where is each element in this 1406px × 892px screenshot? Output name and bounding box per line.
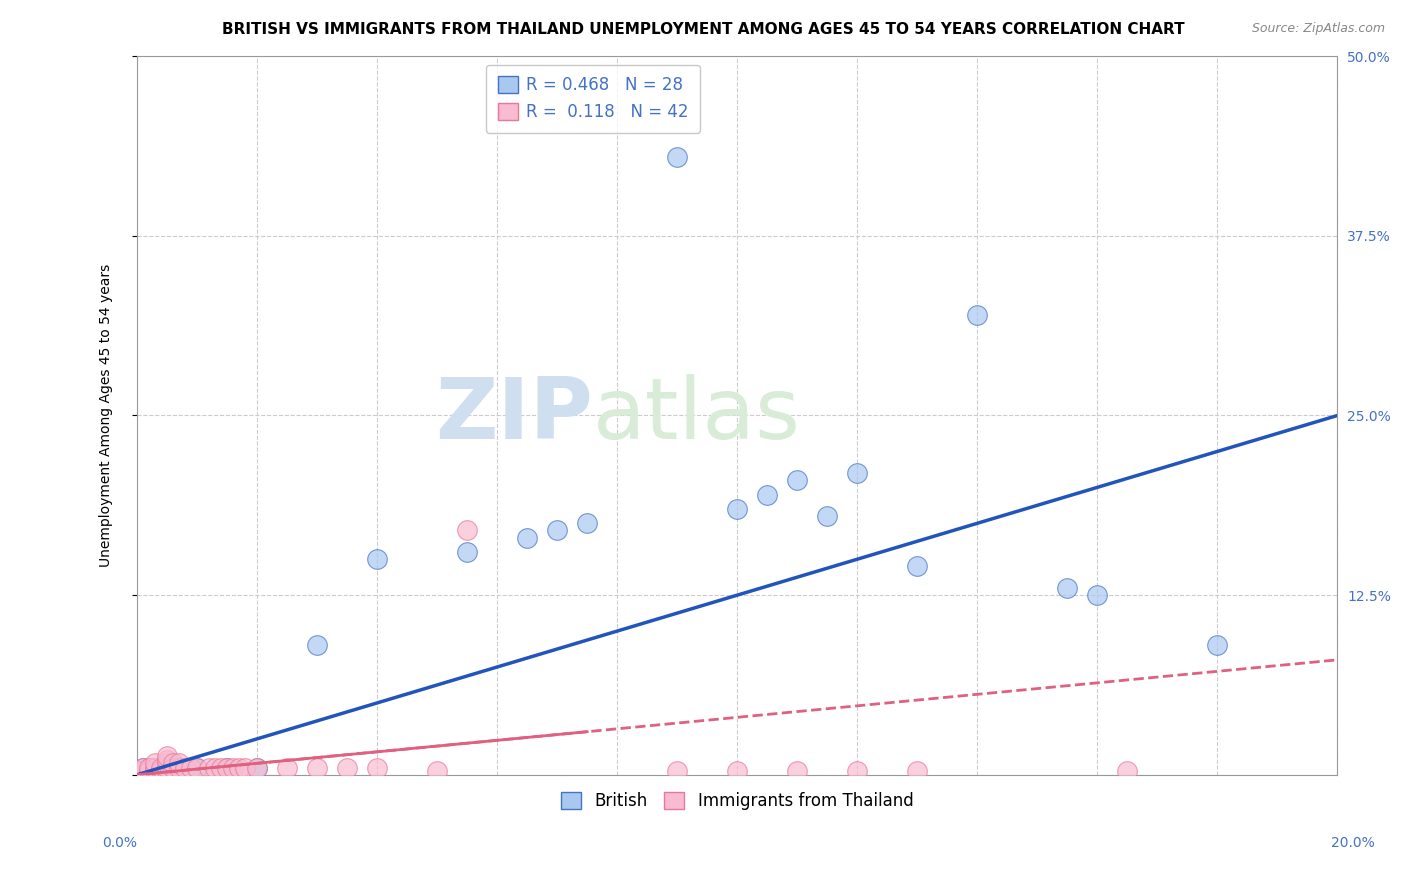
- Point: [156, 761, 179, 775]
- Point: [162, 756, 184, 771]
- Point: [167, 761, 190, 775]
- Point: [846, 764, 869, 778]
- Point: [756, 487, 779, 501]
- Point: [233, 761, 256, 775]
- Point: [156, 749, 179, 764]
- Point: [149, 761, 172, 775]
- Point: [156, 756, 179, 771]
- Point: [138, 764, 160, 778]
- Point: [426, 764, 449, 778]
- Point: [149, 764, 172, 778]
- Point: [162, 761, 184, 775]
- Text: 0.0%: 0.0%: [103, 836, 136, 850]
- Point: [456, 545, 478, 559]
- Point: [905, 559, 928, 574]
- Point: [138, 761, 160, 775]
- Point: [156, 764, 179, 778]
- Point: [336, 761, 359, 775]
- Point: [143, 764, 166, 778]
- Point: [305, 761, 328, 775]
- Point: [180, 761, 202, 775]
- Point: [905, 764, 928, 778]
- Point: [576, 516, 599, 531]
- Point: [1206, 639, 1229, 653]
- Point: [246, 761, 269, 775]
- Point: [167, 756, 190, 771]
- Point: [725, 502, 748, 516]
- Point: [132, 761, 155, 775]
- Point: [215, 761, 238, 775]
- Point: [228, 761, 250, 775]
- Point: [666, 150, 689, 164]
- Point: [846, 466, 869, 480]
- Point: [1116, 764, 1139, 778]
- Point: [456, 524, 478, 538]
- Point: [125, 764, 148, 778]
- Y-axis label: Unemployment Among Ages 45 to 54 years: Unemployment Among Ages 45 to 54 years: [100, 264, 114, 567]
- Point: [209, 761, 232, 775]
- Point: [666, 764, 689, 778]
- Text: ZIP: ZIP: [436, 374, 593, 457]
- Point: [215, 761, 238, 775]
- Point: [162, 761, 184, 775]
- Point: [516, 531, 538, 545]
- Point: [366, 761, 388, 775]
- Point: [305, 639, 328, 653]
- Point: [546, 524, 568, 538]
- Text: Source: ZipAtlas.com: Source: ZipAtlas.com: [1251, 22, 1385, 36]
- Point: [276, 761, 298, 775]
- Point: [167, 761, 190, 775]
- Point: [366, 552, 388, 566]
- Point: [198, 761, 221, 775]
- Point: [222, 761, 245, 775]
- Point: [138, 761, 160, 775]
- Text: BRITISH VS IMMIGRANTS FROM THAILAND UNEMPLOYMENT AMONG AGES 45 TO 54 YEARS CORRE: BRITISH VS IMMIGRANTS FROM THAILAND UNEM…: [222, 22, 1184, 37]
- Point: [156, 754, 179, 768]
- Point: [156, 761, 179, 775]
- Legend: British, Immigrants from Thailand: British, Immigrants from Thailand: [554, 785, 920, 817]
- Point: [1056, 581, 1078, 595]
- Text: atlas: atlas: [593, 374, 801, 457]
- Point: [725, 764, 748, 778]
- Point: [174, 761, 197, 775]
- Point: [132, 764, 155, 778]
- Point: [246, 761, 269, 775]
- Point: [1085, 588, 1108, 602]
- Point: [143, 761, 166, 775]
- Point: [186, 761, 208, 775]
- Point: [174, 761, 197, 775]
- Point: [149, 761, 172, 775]
- Point: [132, 761, 155, 775]
- Point: [815, 509, 838, 524]
- Point: [186, 761, 208, 775]
- Point: [786, 764, 808, 778]
- Point: [143, 761, 166, 775]
- Point: [204, 761, 226, 775]
- Point: [966, 308, 988, 322]
- Text: 20.0%: 20.0%: [1330, 836, 1375, 850]
- Point: [143, 756, 166, 771]
- Point: [786, 473, 808, 487]
